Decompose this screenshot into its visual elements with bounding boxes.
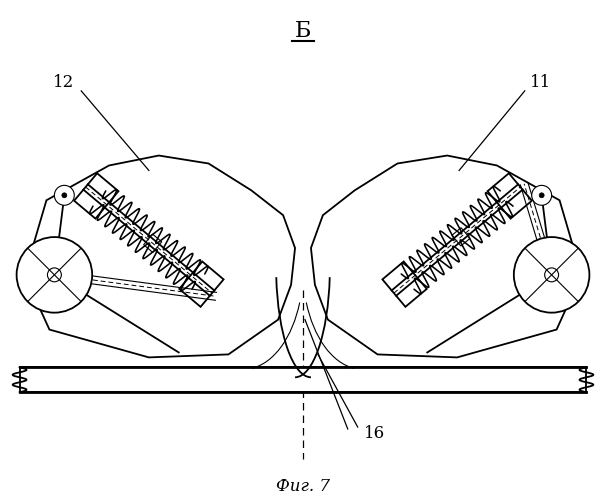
Circle shape [531,186,551,205]
Circle shape [514,237,590,312]
Circle shape [62,193,67,198]
Text: 12: 12 [53,74,74,92]
Circle shape [16,237,92,312]
Bar [19,368,587,392]
Text: Б: Б [295,20,311,42]
Text: 16: 16 [364,426,385,442]
Text: Фиг. 7: Фиг. 7 [276,478,330,495]
Text: 11: 11 [530,74,551,92]
Circle shape [539,193,544,198]
Circle shape [55,186,75,205]
